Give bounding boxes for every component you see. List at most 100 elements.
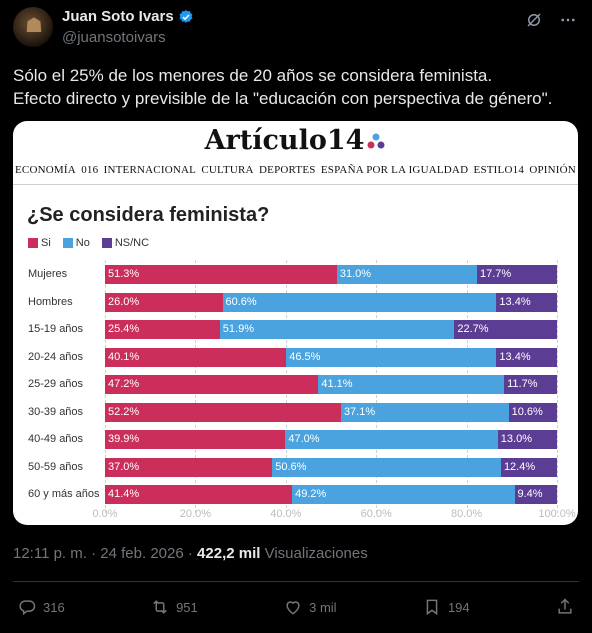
bar-value-label: 47.2%	[108, 378, 140, 390]
reply-count: 316	[43, 599, 65, 615]
menu-item[interactable]: OPINIÓN	[529, 164, 576, 176]
bar-value-label: 9.4%	[517, 488, 543, 500]
bar-segment	[272, 457, 501, 477]
articulo14-logo: Artículo14	[13, 125, 578, 156]
legend-label: No	[75, 237, 90, 249]
bar-segment	[105, 320, 220, 339]
bar-segment	[105, 485, 293, 504]
bar-value-label: 52.2%	[108, 405, 140, 418]
reply-button[interactable]: 316	[17, 597, 65, 617]
bar-value-label: 37.1%	[343, 405, 376, 418]
bookmark-count: 194	[447, 599, 470, 615]
tweet-time[interactable]: 12:11 p. m.	[13, 545, 87, 562]
category-label: Mujeres	[28, 268, 68, 280]
avatar-figure-icon: ☗	[25, 13, 43, 37]
category-label: 20-24 años	[28, 350, 84, 363]
tweet-text: Sólo el 25% de los menores de 20 años se…	[13, 64, 583, 110]
bookmark-button[interactable]: 194	[422, 597, 470, 617]
bar-segment	[105, 402, 341, 422]
legend-swatch	[101, 238, 112, 248]
meta-separator: ·	[91, 545, 97, 562]
bar-segment	[105, 292, 223, 312]
reply-icon	[19, 600, 36, 616]
bar-value-label: 10.6%	[511, 405, 543, 418]
share-icon	[558, 598, 572, 614]
menu-item[interactable]: 016	[81, 164, 99, 176]
menu-item[interactable]: ESPAÑA POR LA IGUALDAD	[320, 164, 469, 176]
bar-segment	[105, 265, 337, 284]
bar-segment	[497, 430, 557, 449]
chart-plot: 0.0% 20.0% 40.0% 60.0% 80.0% 100.0% Mujeres 51.…	[13, 121, 578, 525]
legend-item: Si	[28, 237, 51, 249]
bar-segment	[476, 265, 557, 284]
tweet-date[interactable]: 24 feb. 2026	[100, 545, 184, 562]
legend-swatch	[28, 238, 38, 248]
bar-value-label: 51.3%	[108, 268, 140, 280]
bar-segment	[504, 375, 557, 394]
author-name[interactable]: Juan Soto Ivars	[62, 8, 174, 25]
verified-badge-icon	[179, 9, 193, 23]
views-label: Visualizaciones	[264, 545, 368, 562]
bar-segment	[318, 375, 505, 394]
repost-button[interactable]: 951	[150, 597, 198, 617]
bar-value-label: 17.7%	[479, 268, 512, 280]
action-bar: 316 951 3 mil 194	[17, 597, 575, 617]
menu-item[interactable]: DEPORTES	[259, 164, 316, 176]
bar-segment	[454, 320, 557, 339]
tweet-line-2: Efecto directo y previsible de la "educa…	[13, 89, 553, 108]
bar-value-label: 51.9%	[222, 323, 254, 335]
bar-value-label: 31.0%	[339, 268, 372, 280]
bar-value-label: 39.9%	[108, 433, 140, 445]
chart-title: ¿Se considera feminista?	[27, 204, 270, 226]
bar-value-label: 13.0%	[500, 433, 532, 445]
author-name-row[interactable]: Juan Soto Ivars	[62, 8, 194, 25]
like-button[interactable]: 3 mil	[283, 597, 337, 617]
tweet-meta: 12:11 p. m. · 24 feb. 2026 · 422,2 mil V…	[13, 545, 368, 562]
author-handle[interactable]: @juansotoivars	[62, 29, 166, 46]
like-count: 3 mil	[309, 599, 337, 615]
category-label: 40-49 años	[28, 433, 84, 445]
bar-value-label: 50.6%	[275, 460, 307, 473]
x-tick-label: 0.0%	[92, 508, 118, 520]
gridline	[557, 260, 558, 513]
repost-icon	[153, 600, 167, 614]
bookmark-icon	[426, 599, 438, 616]
category-label: 25-29 años	[28, 378, 84, 390]
menu-item[interactable]: ECONOMÍA	[15, 164, 76, 176]
more-icon[interactable]	[558, 10, 578, 30]
share-button[interactable]	[555, 597, 575, 617]
repost-count: 951	[176, 599, 198, 615]
author-avatar[interactable]: ☗	[13, 7, 53, 47]
legend-item: No	[62, 237, 90, 249]
like-icon	[286, 601, 300, 615]
x-tick-label: 20.0%	[179, 508, 211, 520]
menu-item[interactable]: ESTILO14	[473, 164, 525, 176]
bar-segment	[514, 485, 557, 504]
legend-item: NS/NC	[101, 237, 150, 249]
legend-label: NS/NC	[114, 237, 150, 249]
x-tick-label: 80.0%	[450, 508, 483, 520]
tweet-image[interactable]: Artículo14 ECONOMÍA 016 INTERNACIONAL CULTU…	[13, 121, 578, 525]
bar-value-label: 41.1%	[321, 378, 353, 390]
legend-label: Si	[41, 237, 51, 249]
menu-item[interactable]: INTERNACIONAL	[103, 164, 197, 176]
bar-value-label: 47.0%	[288, 433, 320, 445]
bar-segment	[286, 347, 497, 367]
bar-segment	[292, 485, 515, 504]
views-count: 422,2 mil	[197, 545, 261, 562]
bar-segment	[500, 457, 557, 477]
bar-value-label: 49.2%	[295, 488, 327, 500]
bar-value-label: 46.5%	[289, 350, 321, 363]
grok-icon[interactable]	[524, 10, 544, 30]
chart-legend: Si No NS/NC	[28, 237, 149, 249]
menu-item[interactable]: CULTURA	[201, 164, 254, 176]
bar-value-label: 11.7%	[507, 378, 538, 390]
category-label: 15-19 años	[28, 323, 84, 335]
tweet-line-1: Sólo el 25% de los menores de 20 años se…	[13, 66, 493, 85]
meta-separator: ·	[187, 545, 193, 562]
actions-divider	[13, 581, 579, 582]
bar-value-label: 60.6%	[225, 295, 257, 308]
bar-segment	[508, 402, 557, 422]
site-menu: ECONOMÍA 016 INTERNACIONAL CULTURA DEPORTES E…	[13, 164, 578, 176]
bar-value-label: 13.4%	[499, 295, 531, 308]
